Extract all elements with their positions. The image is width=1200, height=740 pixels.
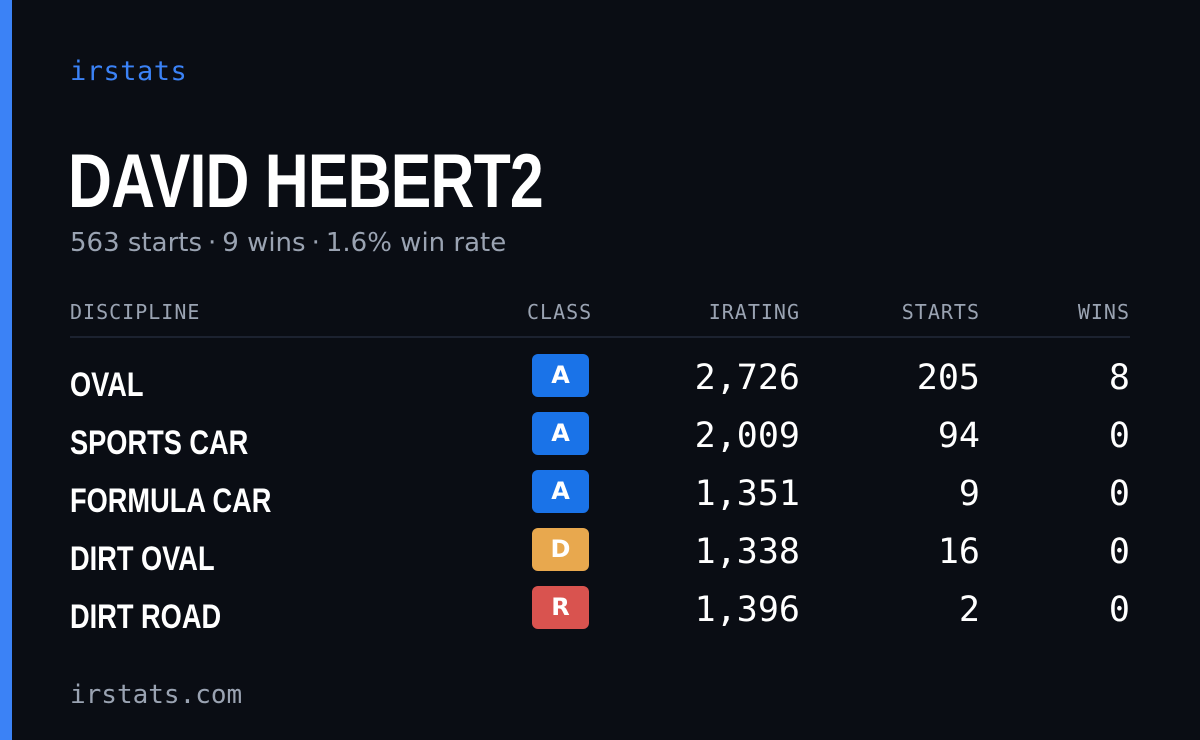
table-row: DIRT OVAL D 1,338 16 0 xyxy=(70,528,1130,586)
class-badge: A xyxy=(532,470,589,513)
table-row: FORMULA CAR A 1,351 9 0 xyxy=(70,470,1130,528)
driver-name: DAVID HEBERT2 xyxy=(68,139,544,224)
discipline-name: SPORTS CAR xyxy=(70,424,249,462)
header-starts: STARTS xyxy=(901,300,980,324)
table-row: OVAL A 2,726 205 8 xyxy=(70,354,1130,412)
header-irating: IRATING xyxy=(708,300,800,324)
discipline-name: FORMULA CAR xyxy=(70,482,272,520)
irating-value: 1,351 xyxy=(694,474,800,514)
starts-value: 2 xyxy=(958,590,980,630)
irating-value: 2,726 xyxy=(694,358,800,398)
starts-value: 205 xyxy=(916,358,980,398)
header-wins: WINS xyxy=(1077,300,1130,324)
discipline-name: OVAL xyxy=(70,366,144,404)
starts-value: 16 xyxy=(937,532,980,572)
summary-starts: 563 starts xyxy=(70,228,202,258)
class-badge: A xyxy=(532,412,589,455)
table-row: DIRT ROAD R 1,396 2 0 xyxy=(70,586,1130,644)
wins-value: 0 xyxy=(1108,532,1130,572)
irating-value: 1,396 xyxy=(694,590,800,630)
header-discipline: DISCIPLINE xyxy=(70,300,201,324)
irating-value: 2,009 xyxy=(694,416,800,456)
table-row: SPORTS CAR A 2,009 94 0 xyxy=(70,412,1130,470)
header-class: CLASS xyxy=(527,300,593,324)
discipline-name: DIRT OVAL xyxy=(70,540,215,578)
table-header: DISCIPLINE CLASS IRATING STARTS WINS xyxy=(70,298,1130,338)
class-badge: R xyxy=(532,586,589,629)
discipline-name: DIRT ROAD xyxy=(70,598,222,636)
starts-value: 94 xyxy=(937,416,980,456)
irating-value: 1,338 xyxy=(694,532,800,572)
accent-bar xyxy=(0,0,12,740)
class-badge: A xyxy=(532,354,589,397)
driver-summary: 563 starts · 9 wins · 1.6% win rate xyxy=(70,228,506,258)
summary-separator: · xyxy=(311,228,320,258)
wins-value: 8 xyxy=(1108,358,1130,398)
wins-value: 0 xyxy=(1108,416,1130,456)
class-badge: D xyxy=(532,528,589,571)
summary-wins: 9 wins xyxy=(222,228,306,258)
summary-separator: · xyxy=(208,228,217,258)
wins-value: 0 xyxy=(1108,590,1130,630)
table-body: OVAL A 2,726 205 8 SPORTS CAR A 2,009 94… xyxy=(70,338,1130,644)
footer-url: irstats.com xyxy=(70,680,243,710)
wins-value: 0 xyxy=(1108,474,1130,514)
starts-value: 9 xyxy=(958,474,980,514)
discipline-stats-table: DISCIPLINE CLASS IRATING STARTS WINS OVA… xyxy=(70,298,1130,644)
brand-logo-text: irstats xyxy=(70,56,188,87)
summary-win-rate: 1.6% win rate xyxy=(325,228,507,258)
